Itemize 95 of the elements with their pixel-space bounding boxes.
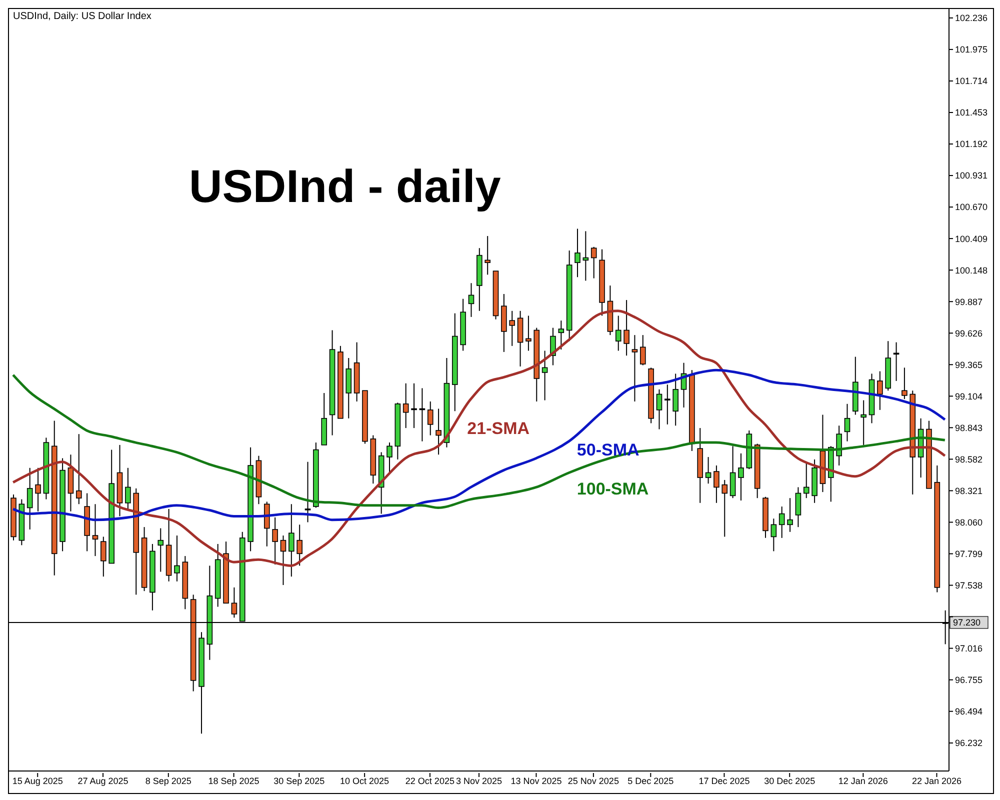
candlestick [730, 446, 736, 499]
candlestick [582, 230, 589, 282]
candlestick [722, 479, 728, 538]
y-tick-label: 100.931 [955, 170, 988, 181]
x-tick-label: 13 Nov 2025 [510, 776, 562, 786]
x-tick-label: 30 Sep 2025 [274, 776, 325, 786]
candlestick [296, 524, 302, 566]
candlestick [468, 282, 474, 318]
candlestick [844, 403, 850, 442]
y-tick-label: 96.494 [955, 706, 983, 717]
y-tick-label: 99.365 [955, 360, 983, 370]
candlestick [35, 467, 41, 512]
x-tick-label: 10 Oct 2025 [340, 776, 390, 786]
candlestick [125, 467, 131, 510]
candlestick [304, 461, 311, 523]
y-tick-label: 98.321 [955, 486, 983, 496]
candlestick [778, 506, 785, 538]
candlestick [558, 320, 564, 350]
candlestick [574, 228, 580, 278]
candlestick [632, 334, 638, 402]
candlestick [174, 535, 180, 582]
candlestick [656, 388, 662, 430]
y-tick-label: 101.453 [955, 108, 988, 118]
x-tick-label: 25 Nov 2025 [568, 776, 619, 786]
y-tick-label: 100.670 [955, 202, 988, 212]
series-label: 100-SMA [576, 480, 649, 499]
candlestick [526, 315, 532, 352]
x-tick-label: 27 Aug 2025 [78, 776, 128, 786]
x-tick-label: 12 Jan 2026 [838, 776, 888, 786]
candlestick [26, 467, 33, 530]
x-tick-label: 22 Jan 2026 [912, 776, 962, 786]
x-tick-label: 18 Sep 2025 [208, 776, 260, 786]
candlestick [509, 310, 516, 346]
candlestick [436, 408, 442, 456]
candlestick [288, 504, 294, 578]
y-tick-label: 100.409 [955, 234, 988, 244]
y-tick-label: 96.232 [955, 738, 983, 748]
candlestick [795, 486, 802, 528]
candlestick [714, 464, 720, 504]
candlestick [427, 400, 434, 436]
x-tick-label: 22 Oct 2025 [405, 776, 454, 786]
y-tick-label: 97.538 [955, 580, 983, 590]
candlestick [705, 456, 712, 484]
candlestick [231, 586, 238, 618]
y-tick-label: 96.755 [955, 675, 983, 686]
y-tick-label: 99.104 [955, 391, 983, 402]
candlestick [386, 442, 392, 474]
y-tick-label: 101.714 [955, 76, 988, 86]
chart-subtitle: USDInd, Daily: US Dollar Index [13, 11, 152, 22]
candlestick [272, 516, 278, 565]
candlestick [672, 373, 678, 426]
series-label: 50-SMA [576, 440, 640, 460]
candlestick [770, 518, 777, 552]
candlestick [484, 236, 490, 276]
x-tick-label: 15 Aug 2025 [12, 776, 63, 786]
y-tick-label: 97.016 [955, 644, 983, 654]
y-tick-label: 98.843 [955, 422, 983, 433]
y-tick-label: 100.148 [955, 265, 988, 276]
y-tick-label: 101.192 [955, 139, 988, 150]
y-tick-label: 102.236 [955, 13, 988, 24]
candlestick [92, 504, 98, 557]
candlestick [402, 382, 409, 429]
y-tick-label: 97.799 [955, 548, 983, 559]
series-label: 21-SMA [467, 419, 530, 438]
candlestick [411, 382, 417, 429]
y-tick-label: 98.582 [955, 454, 983, 464]
ref-line-label: 97.230 [953, 617, 981, 628]
candlestick [640, 334, 646, 366]
candlestick [615, 315, 622, 352]
y-tick-label: 101.975 [955, 44, 988, 55]
candlestick [787, 498, 793, 532]
x-tick-label: 30 Dec 2025 [764, 776, 816, 786]
x-tick-label: 5 Dec 2025 [628, 776, 674, 786]
x-tick-label: 17 Dec 2025 [698, 776, 750, 786]
candlestick [860, 400, 866, 446]
candlestick [836, 425, 842, 466]
text: USDInd - daily [189, 159, 501, 213]
y-tick-label: 98.060 [955, 517, 983, 528]
x-tick-label: 3 Nov 2025 [456, 776, 502, 786]
candlestick [664, 384, 670, 425]
line-series [12, 310, 946, 567]
candlestick [158, 528, 164, 572]
candlestick [76, 434, 82, 505]
x-tick-label: 8 Sep 2025 [145, 776, 192, 786]
candlestick [803, 461, 810, 499]
y-tick-label: 99.887 [955, 296, 983, 307]
candlestick [542, 350, 548, 401]
candlestick [624, 300, 630, 356]
candlestick [100, 536, 106, 578]
candlestick [280, 535, 286, 586]
candlestick [590, 246, 597, 279]
y-tick-label: 99.626 [955, 328, 983, 338]
candlestick [877, 370, 883, 410]
candlestick [738, 452, 744, 501]
candlestick [902, 367, 908, 400]
